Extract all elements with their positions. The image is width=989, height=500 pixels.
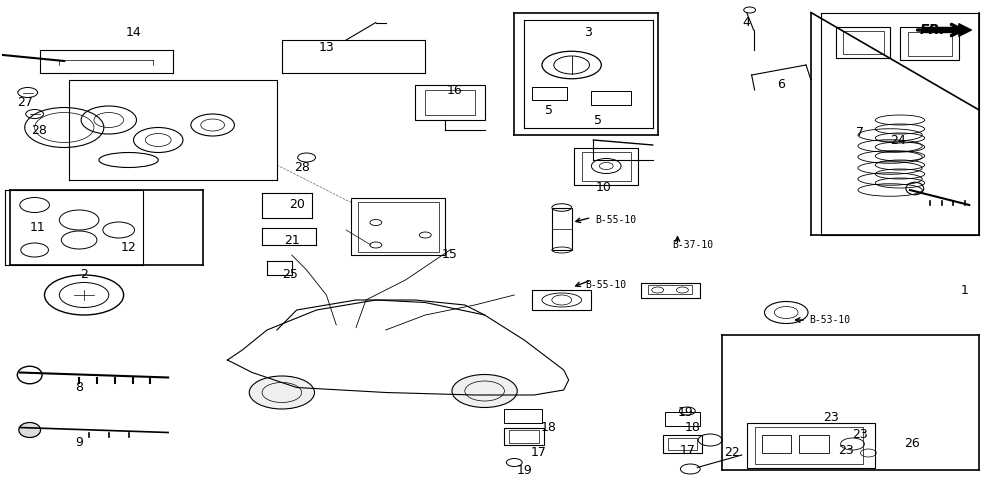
Bar [425, 90, 475, 115]
Bar [552, 208, 572, 250]
Text: 28: 28 [294, 161, 310, 174]
Text: 17: 17 [679, 444, 695, 456]
Text: 26: 26 [904, 437, 920, 450]
Bar [908, 32, 952, 56]
Text: FR.: FR. [920, 23, 945, 37]
Bar [582, 152, 631, 181]
Bar [747, 422, 875, 468]
Text: 23: 23 [823, 411, 839, 424]
Bar [641, 282, 700, 298]
Text: 5: 5 [545, 104, 553, 117]
Text: 23: 23 [838, 444, 854, 456]
Bar [900, 28, 959, 60]
Text: 23: 23 [853, 428, 868, 442]
Text: B-37-10: B-37-10 [673, 240, 714, 250]
Text: 15: 15 [442, 248, 458, 262]
Text: 1: 1 [960, 284, 968, 296]
Bar [351, 198, 445, 255]
Bar [591, 91, 631, 105]
Text: 24: 24 [890, 134, 906, 146]
Text: 9: 9 [75, 436, 83, 449]
Bar [755, 427, 863, 464]
Text: 27: 27 [17, 96, 33, 109]
Text: 13: 13 [318, 41, 334, 54]
Bar [504, 408, 542, 422]
Bar [668, 438, 697, 450]
Text: 16: 16 [447, 84, 463, 96]
Bar [358, 202, 439, 252]
Text: B-53-10: B-53-10 [809, 315, 851, 325]
Text: 18: 18 [684, 421, 700, 434]
Bar [509, 430, 539, 442]
Text: 2: 2 [80, 268, 88, 281]
Bar [762, 435, 791, 452]
Text: 14: 14 [126, 26, 141, 39]
Bar [665, 412, 700, 426]
Circle shape [249, 376, 315, 409]
Text: 7: 7 [856, 126, 864, 139]
Bar [532, 290, 591, 310]
Text: 6: 6 [777, 78, 785, 92]
Text: 19: 19 [677, 406, 693, 419]
Text: B-55-10: B-55-10 [595, 215, 637, 225]
Text: 25: 25 [282, 268, 298, 281]
Text: 5: 5 [594, 114, 602, 126]
Bar [648, 285, 692, 294]
Bar [799, 435, 829, 452]
Text: 11: 11 [30, 221, 45, 234]
Text: 22: 22 [724, 446, 740, 459]
Bar [504, 428, 544, 445]
Text: 20: 20 [289, 198, 305, 211]
Text: 19: 19 [516, 464, 532, 477]
Text: 8: 8 [75, 381, 83, 394]
Text: 21: 21 [284, 234, 300, 246]
Text: 18: 18 [541, 421, 557, 434]
Ellipse shape [19, 422, 41, 438]
Bar [836, 28, 890, 58]
Text: 4: 4 [743, 16, 751, 29]
Text: 12: 12 [121, 241, 136, 254]
Text: 3: 3 [584, 26, 592, 39]
Bar [574, 148, 638, 185]
Text: 17: 17 [531, 446, 547, 459]
Bar [532, 88, 567, 100]
Bar [415, 85, 485, 120]
Bar [843, 32, 884, 54]
Text: 28: 28 [32, 124, 47, 136]
Bar [663, 435, 702, 452]
Text: B-55-10: B-55-10 [585, 280, 627, 290]
Text: 10: 10 [595, 181, 611, 194]
Circle shape [452, 374, 517, 408]
